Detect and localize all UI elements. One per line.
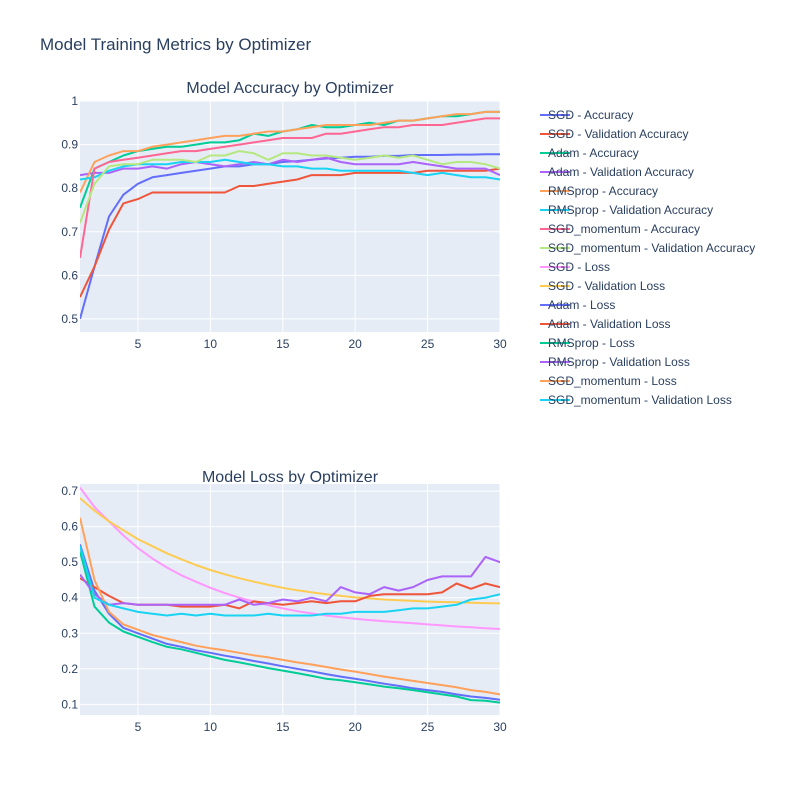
series-line-rmsprop-validation-loss[interactable]	[80, 555, 500, 606]
legend-item[interactable]: Adam - Loss	[540, 298, 615, 312]
legend-label: SGD_momentum - Loss	[548, 374, 677, 388]
x-tick-label: 25	[421, 337, 435, 351]
y-tick-label: 0.2	[61, 662, 78, 676]
y-tick-label: 0.4	[61, 591, 78, 605]
x-tick-label: 10	[204, 720, 218, 734]
series-line-sgd-momentum-validation-loss[interactable]	[80, 545, 500, 617]
series-line-rmsprop-accuracy[interactable]	[80, 110, 500, 193]
legend-item[interactable]: SGD_momentum - Validation Loss	[540, 393, 732, 407]
x-tick-label: 15	[276, 720, 290, 734]
series-line-sgd-momentum-accuracy[interactable]	[80, 117, 500, 259]
x-tick-label: 5	[135, 337, 142, 351]
legend-item[interactable]: Adam - Validation Loss	[540, 317, 671, 331]
series-lines	[80, 110, 500, 320]
legend-label: Adam - Validation Loss	[548, 317, 671, 331]
plot-area	[80, 101, 500, 332]
legend-item[interactable]: SGD_momentum - Accuracy	[540, 222, 700, 236]
series-line-adam-loss[interactable]	[80, 544, 500, 701]
legend-item[interactable]: SGD_momentum - Loss	[540, 374, 677, 388]
series-line-rmsprop-validation-accuracy[interactable]	[80, 158, 500, 181]
legend-label: SGD - Loss	[548, 260, 610, 274]
legend-item[interactable]: SGD - Loss	[540, 260, 610, 274]
x-tick-label: 5	[135, 720, 142, 734]
legend-label: SGD - Validation Accuracy	[548, 127, 689, 141]
legend-label: SGD_momentum - Accuracy	[548, 222, 700, 236]
legend-label: RMSprop - Validation Loss	[548, 355, 690, 369]
legend-label: SGD_momentum - Validation Loss	[548, 393, 732, 407]
legend-item[interactable]: RMSprop - Validation Accuracy	[540, 203, 713, 217]
legend-label: RMSprop - Validation Accuracy	[548, 203, 713, 217]
legend-item[interactable]: RMSprop - Accuracy	[540, 184, 658, 198]
y-tick-label: 0.5	[61, 312, 78, 326]
chart-legend[interactable]: SGD - Accuracy SGD - Validation Accuracy A…	[540, 108, 755, 407]
x-tick-label: 30	[493, 720, 507, 734]
legend-item[interactable]: RMSprop - Validation Loss	[540, 355, 690, 369]
series-line-sgd-loss[interactable]	[80, 487, 500, 630]
y-tick-label: 0.7	[61, 225, 78, 239]
series-line-rmsprop-loss[interactable]	[80, 551, 500, 704]
legend-item[interactable]: Adam - Accuracy	[540, 146, 639, 160]
legend-item[interactable]: SGD - Accuracy	[540, 108, 633, 122]
loss-chart-panel: Model Loss by Optimizer 0.1 0.2 0.3 0.4 0.5 0.…	[61, 469, 507, 734]
legend-item[interactable]: Adam - Validation Accuracy	[540, 165, 694, 179]
legend-label: Adam - Validation Accuracy	[548, 165, 694, 179]
legend-label: Adam - Accuracy	[548, 146, 639, 160]
y-tick-label: 0.7	[61, 484, 78, 498]
legend-label: RMSprop - Accuracy	[548, 184, 658, 198]
y-tick-label: 0.6	[61, 268, 78, 282]
x-tick-label: 25	[421, 720, 435, 734]
y-tick-label: 0.8	[61, 181, 78, 195]
legend-label: SGD - Accuracy	[548, 108, 633, 122]
accuracy-chart-panel: Model Accuracy by Optimizer 0.5 0.6 0.7 0.8 0…	[61, 80, 507, 351]
series-line-sgd-momentum-loss[interactable]	[80, 517, 500, 696]
x-tick-label: 20	[348, 720, 362, 734]
legend-label: Adam - Loss	[548, 298, 615, 312]
series-line-sgd-momentum-validation-accuracy[interactable]	[80, 150, 500, 224]
subplot-title: Model Loss by Optimizer	[202, 469, 379, 486]
subplot-title: Model Accuracy by Optimizer	[186, 80, 394, 97]
series-line-adam-validation-accuracy[interactable]	[80, 156, 500, 177]
y-tick-label: 0.1	[61, 697, 78, 711]
legend-item[interactable]: SGD - Validation Loss	[540, 279, 665, 293]
series-line-sgd-validation-accuracy[interactable]	[80, 167, 500, 298]
legend-item[interactable]: SGD - Validation Accuracy	[540, 127, 689, 141]
series-lines	[80, 487, 500, 704]
y-tick-label: 1	[71, 94, 78, 108]
legend-item[interactable]: SGD_momentum - Validation Accuracy	[540, 241, 755, 255]
legend-label: SGD_momentum - Validation Accuracy	[548, 241, 755, 255]
x-tick-label: 10	[204, 337, 218, 351]
chart-main-title: Model Training Metrics by Optimizer	[40, 35, 311, 54]
y-tick-label: 0.6	[61, 520, 78, 534]
series-line-sgd-validation-loss[interactable]	[80, 497, 500, 605]
y-tick-label: 0.9	[61, 138, 78, 152]
x-tick-label: 30	[493, 337, 507, 351]
y-tick-label: 0.5	[61, 555, 78, 569]
x-tick-label: 15	[276, 337, 290, 351]
y-tick-label: 0.3	[61, 626, 78, 640]
x-tick-label: 20	[348, 337, 362, 351]
legend-label: SGD - Validation Loss	[548, 279, 665, 293]
legend-item[interactable]: RMSprop - Loss	[540, 336, 635, 350]
legend-label: RMSprop - Loss	[548, 336, 635, 350]
